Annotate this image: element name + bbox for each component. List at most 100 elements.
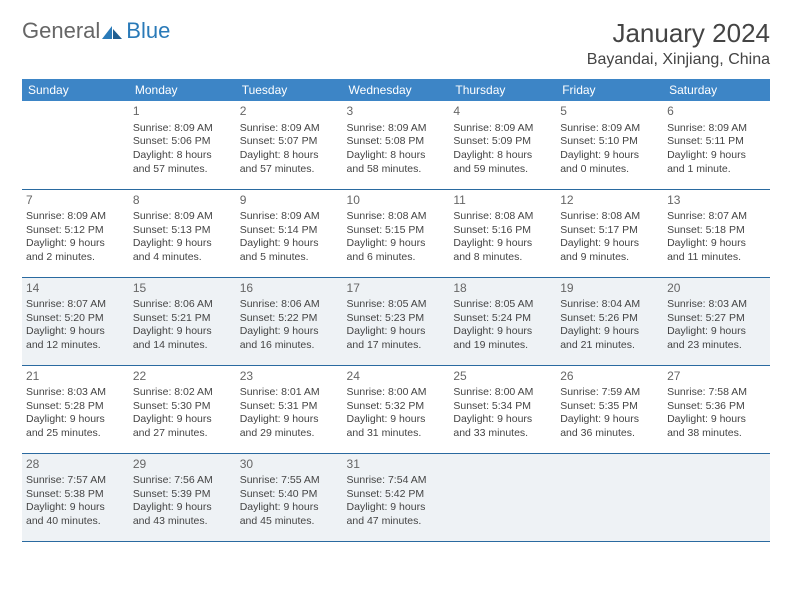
day-detail-line: Daylight: 9 hours — [26, 237, 125, 251]
calendar-cell: 27Sunrise: 7:58 AMSunset: 5:36 PMDayligh… — [663, 365, 770, 453]
day-detail-line: Sunset: 5:07 PM — [240, 135, 339, 149]
calendar-cell — [556, 453, 663, 541]
day-header: Friday — [556, 79, 663, 101]
day-detail-line: Sunset: 5:28 PM — [26, 400, 125, 414]
day-number: 8 — [133, 193, 232, 209]
day-detail-line: Daylight: 9 hours — [453, 237, 552, 251]
day-detail-line: Sunset: 5:26 PM — [560, 312, 659, 326]
day-detail-line: Sunrise: 8:07 AM — [667, 210, 766, 224]
day-number: 27 — [667, 369, 766, 385]
day-detail-line: Sunrise: 8:09 AM — [347, 122, 446, 136]
day-detail-line: Sunrise: 8:00 AM — [347, 386, 446, 400]
logo: General Blue — [22, 18, 170, 44]
day-detail-line: Daylight: 9 hours — [347, 413, 446, 427]
day-number: 2 — [240, 104, 339, 120]
day-number: 23 — [240, 369, 339, 385]
day-detail-line: and 23 minutes. — [667, 339, 766, 353]
calendar-cell: 23Sunrise: 8:01 AMSunset: 5:31 PMDayligh… — [236, 365, 343, 453]
day-detail-line: and 25 minutes. — [26, 427, 125, 441]
calendar-cell — [449, 453, 556, 541]
day-detail-line: and 5 minutes. — [240, 251, 339, 265]
day-detail-line: Sunrise: 8:08 AM — [347, 210, 446, 224]
day-detail-line: Sunset: 5:09 PM — [453, 135, 552, 149]
day-detail-line: Sunset: 5:18 PM — [667, 224, 766, 238]
day-detail-line: Sunset: 5:13 PM — [133, 224, 232, 238]
day-detail-line: Sunrise: 8:09 AM — [453, 122, 552, 136]
day-detail-line: and 40 minutes. — [26, 515, 125, 529]
day-detail-line: and 31 minutes. — [347, 427, 446, 441]
day-number: 4 — [453, 104, 552, 120]
day-detail-line: Sunrise: 8:08 AM — [453, 210, 552, 224]
calendar-cell: 12Sunrise: 8:08 AMSunset: 5:17 PMDayligh… — [556, 189, 663, 277]
calendar-cell: 1Sunrise: 8:09 AMSunset: 5:06 PMDaylight… — [129, 101, 236, 189]
day-number: 1 — [133, 104, 232, 120]
calendar-cell: 29Sunrise: 7:56 AMSunset: 5:39 PMDayligh… — [129, 453, 236, 541]
day-detail-line: Sunrise: 8:09 AM — [667, 122, 766, 136]
day-detail-line: and 1 minute. — [667, 163, 766, 177]
calendar-week-row: 14Sunrise: 8:07 AMSunset: 5:20 PMDayligh… — [22, 277, 770, 365]
day-detail-line: Sunrise: 8:05 AM — [453, 298, 552, 312]
day-number: 21 — [26, 369, 125, 385]
day-number: 17 — [347, 281, 446, 297]
day-detail-line: Sunset: 5:27 PM — [667, 312, 766, 326]
day-number: 24 — [347, 369, 446, 385]
calendar-cell: 15Sunrise: 8:06 AMSunset: 5:21 PMDayligh… — [129, 277, 236, 365]
day-number: 30 — [240, 457, 339, 473]
day-detail-line: and 43 minutes. — [133, 515, 232, 529]
calendar-cell: 11Sunrise: 8:08 AMSunset: 5:16 PMDayligh… — [449, 189, 556, 277]
calendar-cell: 9Sunrise: 8:09 AMSunset: 5:14 PMDaylight… — [236, 189, 343, 277]
day-number: 22 — [133, 369, 232, 385]
day-detail-line: and 45 minutes. — [240, 515, 339, 529]
day-number: 9 — [240, 193, 339, 209]
calendar-table: SundayMondayTuesdayWednesdayThursdayFrid… — [22, 79, 770, 542]
day-detail-line: Daylight: 9 hours — [240, 237, 339, 251]
day-detail-line: Daylight: 9 hours — [453, 413, 552, 427]
day-detail-line: Daylight: 9 hours — [347, 325, 446, 339]
calendar-cell: 7Sunrise: 8:09 AMSunset: 5:12 PMDaylight… — [22, 189, 129, 277]
day-header-row: SundayMondayTuesdayWednesdayThursdayFrid… — [22, 79, 770, 101]
day-number: 29 — [133, 457, 232, 473]
day-detail-line: Sunset: 5:17 PM — [560, 224, 659, 238]
day-detail-line: Sunrise: 7:56 AM — [133, 474, 232, 488]
day-detail-line: and 47 minutes. — [347, 515, 446, 529]
calendar-week-row: 28Sunrise: 7:57 AMSunset: 5:38 PMDayligh… — [22, 453, 770, 541]
day-detail-line: Daylight: 9 hours — [26, 325, 125, 339]
calendar-cell: 18Sunrise: 8:05 AMSunset: 5:24 PMDayligh… — [449, 277, 556, 365]
day-detail-line: and 12 minutes. — [26, 339, 125, 353]
day-detail-line: Sunrise: 8:00 AM — [453, 386, 552, 400]
day-detail-line: Sunrise: 7:55 AM — [240, 474, 339, 488]
day-detail-line: Sunset: 5:06 PM — [133, 135, 232, 149]
day-detail-line: Sunset: 5:36 PM — [667, 400, 766, 414]
day-number: 14 — [26, 281, 125, 297]
day-detail-line: Sunset: 5:38 PM — [26, 488, 125, 502]
day-number: 7 — [26, 193, 125, 209]
day-detail-line: and 58 minutes. — [347, 163, 446, 177]
day-detail-line: Daylight: 9 hours — [667, 237, 766, 251]
calendar-cell: 2Sunrise: 8:09 AMSunset: 5:07 PMDaylight… — [236, 101, 343, 189]
day-detail-line: Sunset: 5:14 PM — [240, 224, 339, 238]
day-detail-line: Daylight: 8 hours — [240, 149, 339, 163]
day-header: Saturday — [663, 79, 770, 101]
day-detail-line: Sunrise: 8:03 AM — [667, 298, 766, 312]
day-number: 16 — [240, 281, 339, 297]
header: General Blue January 2024 Bayandai, Xinj… — [22, 18, 770, 69]
day-detail-line: Sunset: 5:11 PM — [667, 135, 766, 149]
day-detail-line: and 27 minutes. — [133, 427, 232, 441]
page-title: January 2024 — [587, 18, 770, 49]
calendar-week-row: 7Sunrise: 8:09 AMSunset: 5:12 PMDaylight… — [22, 189, 770, 277]
day-detail-line: Sunset: 5:30 PM — [133, 400, 232, 414]
day-detail-line: Sunset: 5:32 PM — [347, 400, 446, 414]
calendar-cell: 8Sunrise: 8:09 AMSunset: 5:13 PMDaylight… — [129, 189, 236, 277]
day-number: 15 — [133, 281, 232, 297]
day-number: 12 — [560, 193, 659, 209]
day-number: 13 — [667, 193, 766, 209]
day-detail-line: Sunrise: 8:07 AM — [26, 298, 125, 312]
calendar-cell: 30Sunrise: 7:55 AMSunset: 5:40 PMDayligh… — [236, 453, 343, 541]
day-number: 18 — [453, 281, 552, 297]
calendar-cell: 26Sunrise: 7:59 AMSunset: 5:35 PMDayligh… — [556, 365, 663, 453]
day-header: Monday — [129, 79, 236, 101]
logo-text-blue: Blue — [126, 18, 170, 44]
title-block: January 2024 Bayandai, Xinjiang, China — [587, 18, 770, 69]
day-detail-line: Sunset: 5:12 PM — [26, 224, 125, 238]
day-detail-line: Daylight: 9 hours — [667, 149, 766, 163]
